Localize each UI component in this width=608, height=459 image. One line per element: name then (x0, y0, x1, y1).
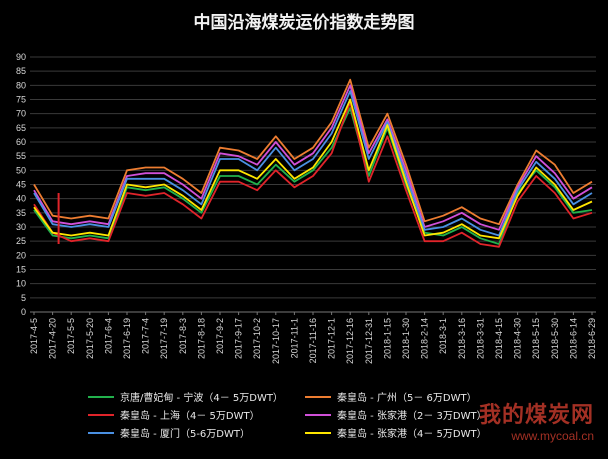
y-tick-label: 50 (16, 165, 26, 175)
x-tick-label: 2017-9-17 (234, 318, 244, 359)
y-tick-label: 5 (21, 293, 26, 303)
x-tick-label: 2018-2-14 (420, 318, 430, 359)
x-tick-label: 2017-7-19 (159, 318, 169, 359)
y-tick-label: 45 (16, 180, 26, 190)
x-tick-label: 2017-11-16 (308, 318, 318, 363)
watermark-url: www.mycoal.cn (511, 429, 594, 443)
y-tick-label: 80 (16, 80, 26, 90)
legend-label: 秦皇岛 - 广州（5－ 6万DWT） (337, 391, 477, 404)
chart-title: 中国沿海煤炭运价指数走势图 (193, 13, 415, 33)
y-tick-label: 75 (16, 95, 26, 105)
y-tick-label: 35 (16, 208, 26, 218)
x-tick-label: 2018-6-29 (587, 318, 597, 359)
y-tick-label: 70 (16, 109, 26, 119)
y-tick-label: 20 (16, 250, 26, 260)
watermark-name: 我的煤炭网 (478, 403, 594, 428)
x-tick-label: 2018-5-30 (550, 318, 560, 359)
legend-label: 秦皇岛 - 张家港（2－ 3万DWT） (337, 409, 487, 422)
x-tick-label: 2017-12-1 (327, 318, 337, 359)
x-tick-label: 2017-4-5 (29, 318, 39, 354)
legend-label: 秦皇岛 - 张家港（4－ 5万DWT） (337, 427, 487, 440)
y-tick-label: 90 (16, 52, 26, 62)
x-tick-label: 2018-4-15 (494, 318, 504, 359)
y-tick-label: 55 (16, 151, 26, 161)
series-line-6 (33, 98, 593, 240)
y-tick-label: 40 (16, 194, 26, 204)
x-tick-label: 2018-5-15 (531, 318, 541, 359)
x-tick-label: 2017-8-18 (196, 318, 206, 359)
x-tick-label: 2017-5-20 (85, 318, 95, 359)
x-tick-label: 2017-12-16 (345, 318, 355, 364)
y-tick-label: 65 (16, 123, 26, 133)
y-tick-label: 25 (16, 236, 26, 246)
x-tick-label: 2018-1-15 (382, 318, 392, 359)
series-line-5 (33, 90, 593, 237)
x-tick-label: 2018-3-31 (475, 318, 485, 359)
series-line-1 (33, 107, 593, 245)
series-line-4 (33, 84, 593, 231)
y-tick-label: 30 (16, 222, 26, 232)
series-line-3 (33, 101, 593, 248)
x-tick-label: 2017-8-3 (178, 318, 188, 354)
legend-label: 秦皇岛 - 厦门（5-6万DWT） (120, 427, 250, 440)
x-tick-label: 2018-3-16 (457, 318, 467, 359)
y-tick-label: 60 (16, 137, 26, 147)
x-tick-label: 2017-7-4 (141, 318, 151, 354)
x-tick-label: 2017-6-19 (122, 318, 132, 359)
x-tick-label: 2017-10-2 (252, 318, 262, 359)
x-tick-label: 2017-12-31 (364, 318, 374, 364)
legend-label: 京唐/曹妃甸 - 宁波（4－ 5万DWT） (120, 391, 283, 404)
y-tick-label: 0 (21, 307, 26, 317)
x-tick-label: 2018-4-30 (513, 318, 523, 359)
legend-label: 秦皇岛 - 上海（4－ 5万DWT） (120, 409, 260, 422)
y-tick-label: 15 (16, 265, 26, 275)
x-tick-label: 2017-11-1 (289, 318, 299, 358)
x-tick-label: 2018-1-30 (401, 318, 411, 359)
series-line-2 (33, 78, 593, 226)
x-tick-label: 2018-3-1 (438, 318, 448, 354)
y-tick-label: 85 (16, 66, 26, 76)
x-tick-label: 2017-6-4 (103, 318, 113, 354)
watermark: 我的煤炭网 www.mycoal.cn (479, 397, 594, 443)
x-tick-label: 2017-9-2 (215, 318, 225, 354)
x-tick-label: 2017-10-17 (271, 318, 281, 364)
y-tick-label: 10 (16, 279, 26, 289)
x-tick-label: 2018-6-14 (568, 318, 578, 359)
x-tick-label: 2017-4-20 (48, 318, 58, 359)
x-tick-label: 2017-5-5 (66, 318, 76, 354)
